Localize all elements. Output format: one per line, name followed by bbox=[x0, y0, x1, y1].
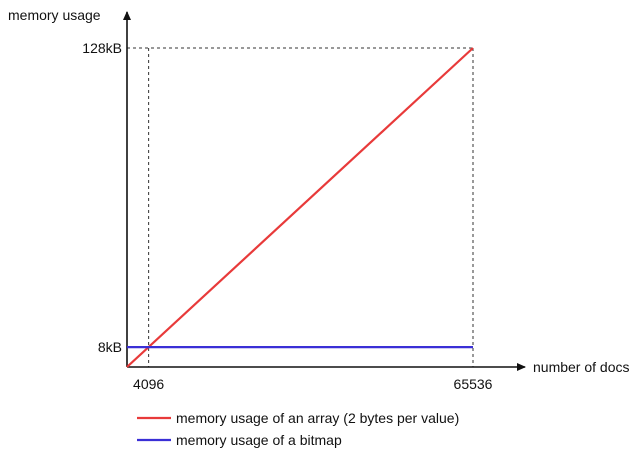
x-tick-label: 65536 bbox=[454, 376, 493, 392]
legend: memory usage of an array (2 bytes per va… bbox=[137, 410, 459, 448]
x-tick-label: 4096 bbox=[133, 376, 164, 392]
guide-lines bbox=[127, 47, 474, 367]
series-lines bbox=[126, 47, 474, 368]
series-line-0 bbox=[126, 47, 474, 368]
legend-label: memory usage of a bitmap bbox=[176, 432, 342, 448]
y-tick-label: 128kB bbox=[82, 40, 122, 56]
legend-label: memory usage of an array (2 bytes per va… bbox=[176, 410, 459, 426]
y-axis-title: memory usage bbox=[8, 7, 101, 23]
y-tick-label: 8kB bbox=[98, 339, 122, 355]
x-axis-title: number of docs bbox=[533, 359, 630, 375]
x-tick-labels: 4096 65536 bbox=[133, 376, 493, 392]
y-tick-labels: 8kB 128kB bbox=[82, 40, 122, 355]
